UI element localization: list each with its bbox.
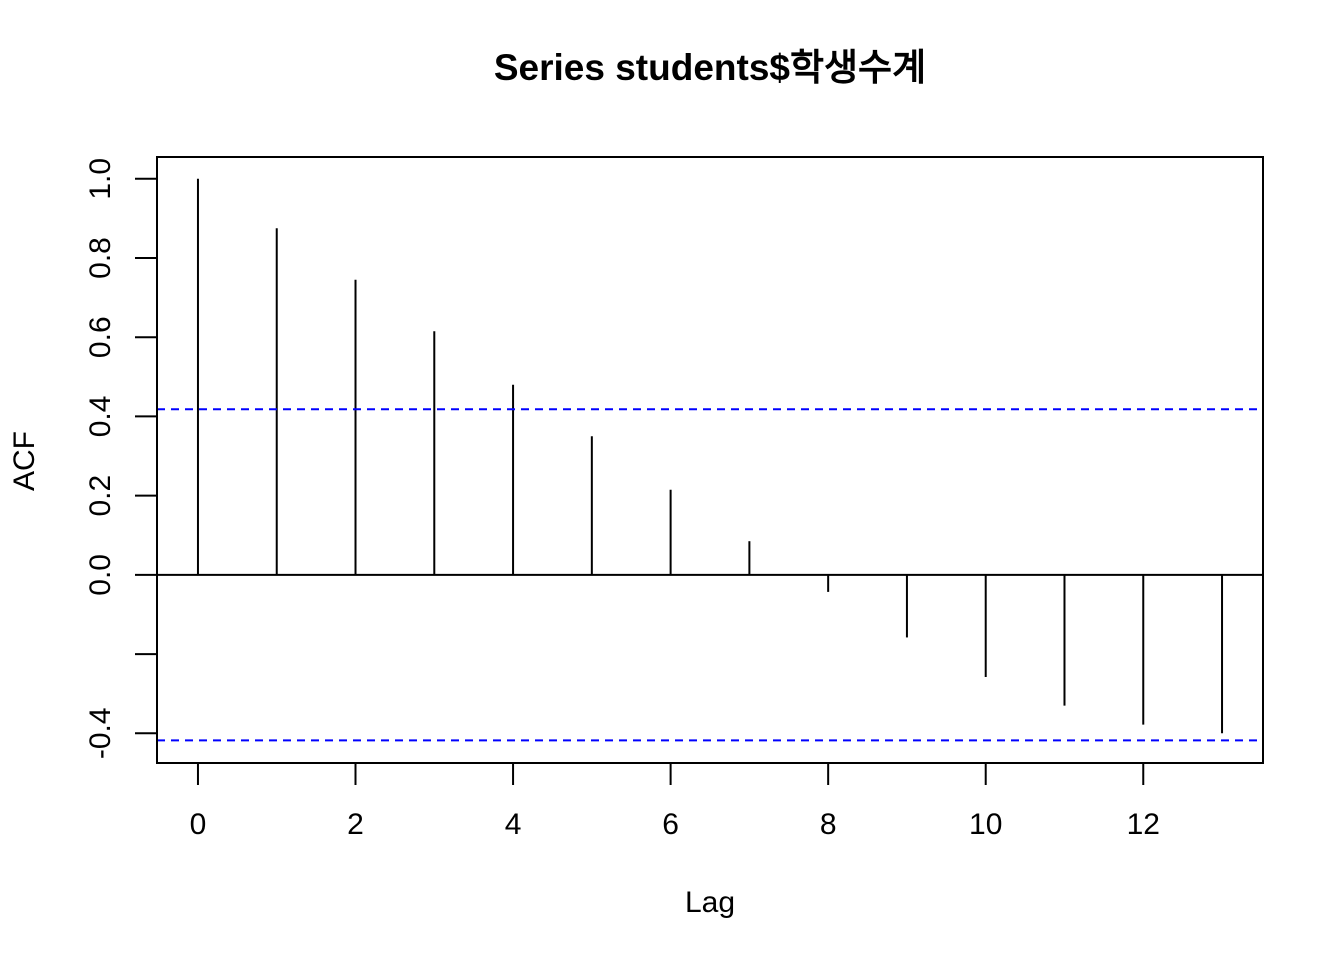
- x-axis-label: Lag: [685, 886, 735, 919]
- y-axis-label: ACF: [8, 431, 41, 491]
- x-tick-label-0: 0: [190, 808, 207, 841]
- y-tick-label-3: 0.2: [84, 475, 117, 517]
- confidence-bounds: [157, 408, 1263, 742]
- y-tick-label-2: 0.0: [84, 554, 117, 596]
- y-tick-label-5: 0.6: [84, 316, 117, 358]
- y-tick-label-6: 0.8: [84, 237, 117, 279]
- x-tick-label-12: 12: [1127, 808, 1160, 841]
- x-tick-label-4: 4: [505, 808, 522, 841]
- y-tick-label-0: -0.4: [84, 707, 117, 759]
- y-axis: -0.4 0.0 0.2 0.4 0.6 0.8 1.0: [84, 158, 158, 759]
- chart-title: Series students$학생수계: [494, 47, 926, 88]
- acf-bars: [196, 178, 1224, 734]
- x-tick-label-6: 6: [662, 808, 679, 841]
- x-tick-label-8: 8: [820, 808, 837, 841]
- y-tick-label-4: 0.4: [84, 396, 117, 438]
- x-tick-label-2: 2: [347, 808, 364, 841]
- x-axis: 0 2 4 6 8 10 12: [190, 762, 1160, 841]
- x-tick-label-10: 10: [969, 808, 1002, 841]
- y-tick-label-7: 1.0: [84, 158, 117, 200]
